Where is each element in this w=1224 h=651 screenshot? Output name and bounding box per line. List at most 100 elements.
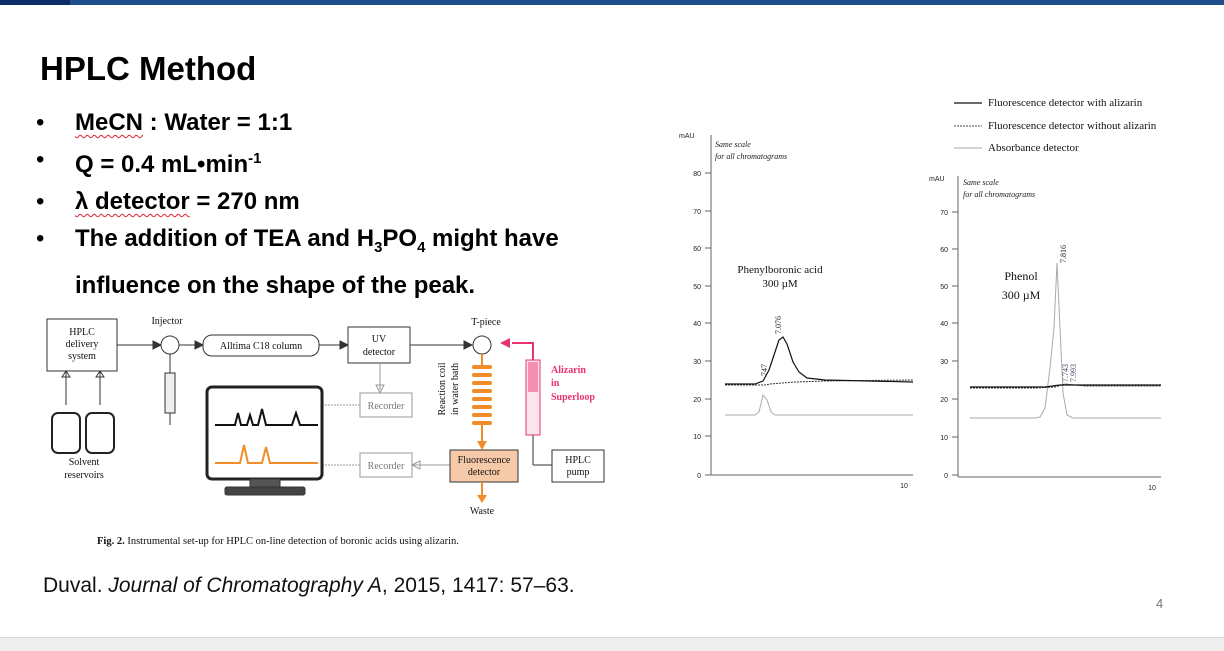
bullet-text: The addition of TEA and H xyxy=(75,225,375,252)
hplc-pump-box xyxy=(551,449,605,483)
monitor-trace-black xyxy=(215,408,318,426)
citation-rest: , 2015, 1417: 57–63. xyxy=(381,574,575,597)
caption-text: Instrumental set-up for HPLC on-line det… xyxy=(125,536,459,547)
y-tick-0: 0 xyxy=(697,473,701,480)
y-tick-40: 40 xyxy=(940,321,948,328)
trace-absorbance xyxy=(725,393,913,416)
bullet-subscript: 4 xyxy=(417,239,426,256)
y-tick-80: 80 xyxy=(693,171,701,178)
waste-label: Waste xyxy=(470,506,495,517)
y-tick-70: 70 xyxy=(940,210,948,217)
hplc-delivery-label-1: HPLC xyxy=(69,327,95,338)
top-accent-bar xyxy=(0,0,1224,5)
instrument-diagram: HPLC delivery system Injector Alltima C1… xyxy=(46,316,605,547)
solvent-bottle-2 xyxy=(85,412,115,454)
bullet-subscript: 3 xyxy=(374,239,383,256)
bullet-item: • MeCN : Water = 1:1 xyxy=(30,104,630,141)
monitor-base xyxy=(224,486,306,496)
compound-label: Phenylboronic acid xyxy=(737,264,823,276)
reaction-coil xyxy=(472,365,492,425)
solvent-label-2: reservoirs xyxy=(64,470,104,481)
recorder1-label: Recorder xyxy=(368,401,405,412)
y-tick-20: 20 xyxy=(693,397,701,404)
top-accent-block xyxy=(0,0,70,5)
legend-item-with-alizarin: Fluorescence detector with alizarin xyxy=(988,97,1143,109)
bullet-text: Q = 0.4 mL•min xyxy=(75,151,249,178)
citation-journal: Journal of Chromatography A xyxy=(108,574,382,597)
alizarin-label-2: in xyxy=(551,378,560,389)
coil-label-2: in water bath xyxy=(450,363,461,415)
bullet-dot: • xyxy=(36,146,45,173)
y-tick-50: 50 xyxy=(693,284,701,291)
footer-bar xyxy=(0,637,1224,651)
alizarin-label-1: Alizarin xyxy=(551,365,586,376)
bullet-text-lambda: λ detector xyxy=(75,188,190,215)
bullet-dot: • xyxy=(36,109,45,136)
recorder1-box xyxy=(359,392,413,418)
uv-detector-box xyxy=(347,326,411,364)
tpiece-circle xyxy=(472,335,492,355)
citation-author: Duval. xyxy=(43,574,109,597)
peak-label-7816: 7.816 xyxy=(1059,245,1068,263)
concentration-label: 300 µM xyxy=(1002,288,1041,302)
monitor-trace-orange xyxy=(215,444,318,464)
peak-label-7076: 7.076 xyxy=(774,316,783,334)
y-unit: mAU xyxy=(679,133,695,140)
hplc-delivery-label-2: delivery xyxy=(66,339,99,350)
tpiece-label: T-piece xyxy=(471,317,501,328)
bullet-item: • Q = 0.4 mL•min-1 xyxy=(30,141,630,183)
figure-caption: Fig. 2. Instrumental set-up for HPLC on-… xyxy=(97,536,459,547)
injector-syringe xyxy=(164,372,176,414)
recorder2-box xyxy=(359,452,413,478)
bullet-text: PO xyxy=(382,225,418,252)
y-tick-0: 0 xyxy=(944,473,948,480)
injector-label: Injector xyxy=(151,316,183,327)
fluor-label-1: Fluorescence xyxy=(458,455,511,466)
trace-fluor-with xyxy=(725,336,914,385)
note-same-scale: Same scale xyxy=(963,178,999,187)
injector-circle xyxy=(160,335,180,355)
y-tick-10: 10 xyxy=(940,435,948,442)
fluorescence-detector-box xyxy=(449,449,519,483)
x-tick-10: 10 xyxy=(1148,485,1156,492)
x-tick-10: 10 xyxy=(900,483,908,490)
fluor-label-2: detector xyxy=(468,467,501,478)
bullet-item: • The addition of TEA and H3PO4 might hav… xyxy=(30,220,630,304)
solvent-label-1: Solvent xyxy=(69,457,100,468)
recorder2-label: Recorder xyxy=(368,461,405,472)
coil-label-1: Reaction coil xyxy=(437,362,448,415)
note-same-scale: Same scale xyxy=(715,140,751,149)
y-tick-20: 20 xyxy=(940,397,948,404)
y-unit: mAU xyxy=(929,176,945,183)
trace-absorbance xyxy=(970,262,1161,419)
caption-bold: Fig. 2. xyxy=(97,536,125,547)
bullet-list: • MeCN : Water = 1:1 • Q = 0.4 mL•min-1 • λ… xyxy=(30,104,630,304)
trace-fluor-with xyxy=(970,384,1161,388)
monitor-frame xyxy=(205,385,324,481)
concentration-label: 300 µM xyxy=(762,278,798,290)
bullet-superscript: -1 xyxy=(248,151,262,167)
bullet-text: : Water = 1:1 xyxy=(143,109,293,136)
alizarin-label-3: Superloop xyxy=(551,392,595,403)
pump-label-2: pump xyxy=(567,467,590,478)
uv-label-1: UV xyxy=(372,334,387,345)
uv-label-2: detector xyxy=(363,347,396,358)
legend-item-without-alizarin: Fluorescence detector without alizarin xyxy=(988,120,1157,132)
slide-title: HPLC Method xyxy=(40,50,257,87)
bullet-text-mecn: MeCN xyxy=(75,109,144,136)
solvent-bottle-1 xyxy=(51,412,81,454)
bullet-text: = 270 nm xyxy=(189,188,300,215)
y-tick-70: 70 xyxy=(693,209,701,216)
bullet-text: might have influence on the shape of the… xyxy=(75,225,559,299)
chromatogram-phenylboronic: mAU 0 10 20 30 40 50 60 70 80 10 Same sc… xyxy=(679,133,914,490)
monitor-stand xyxy=(249,478,281,488)
bullet-dot: • xyxy=(36,188,45,215)
y-ticks xyxy=(705,172,711,476)
y-tick-60: 60 xyxy=(693,246,701,253)
chromatogram-phenol: mAU 0 10 20 30 40 50 60 70 10 Same scale… xyxy=(929,176,1161,492)
bullet-dot: • xyxy=(36,225,45,252)
page-number: 4 xyxy=(1156,596,1164,611)
citation: Duval. Journal of Chromatography A, 2015… xyxy=(43,574,575,598)
y-tick-40: 40 xyxy=(693,321,701,328)
y-tick-60: 60 xyxy=(940,247,948,254)
